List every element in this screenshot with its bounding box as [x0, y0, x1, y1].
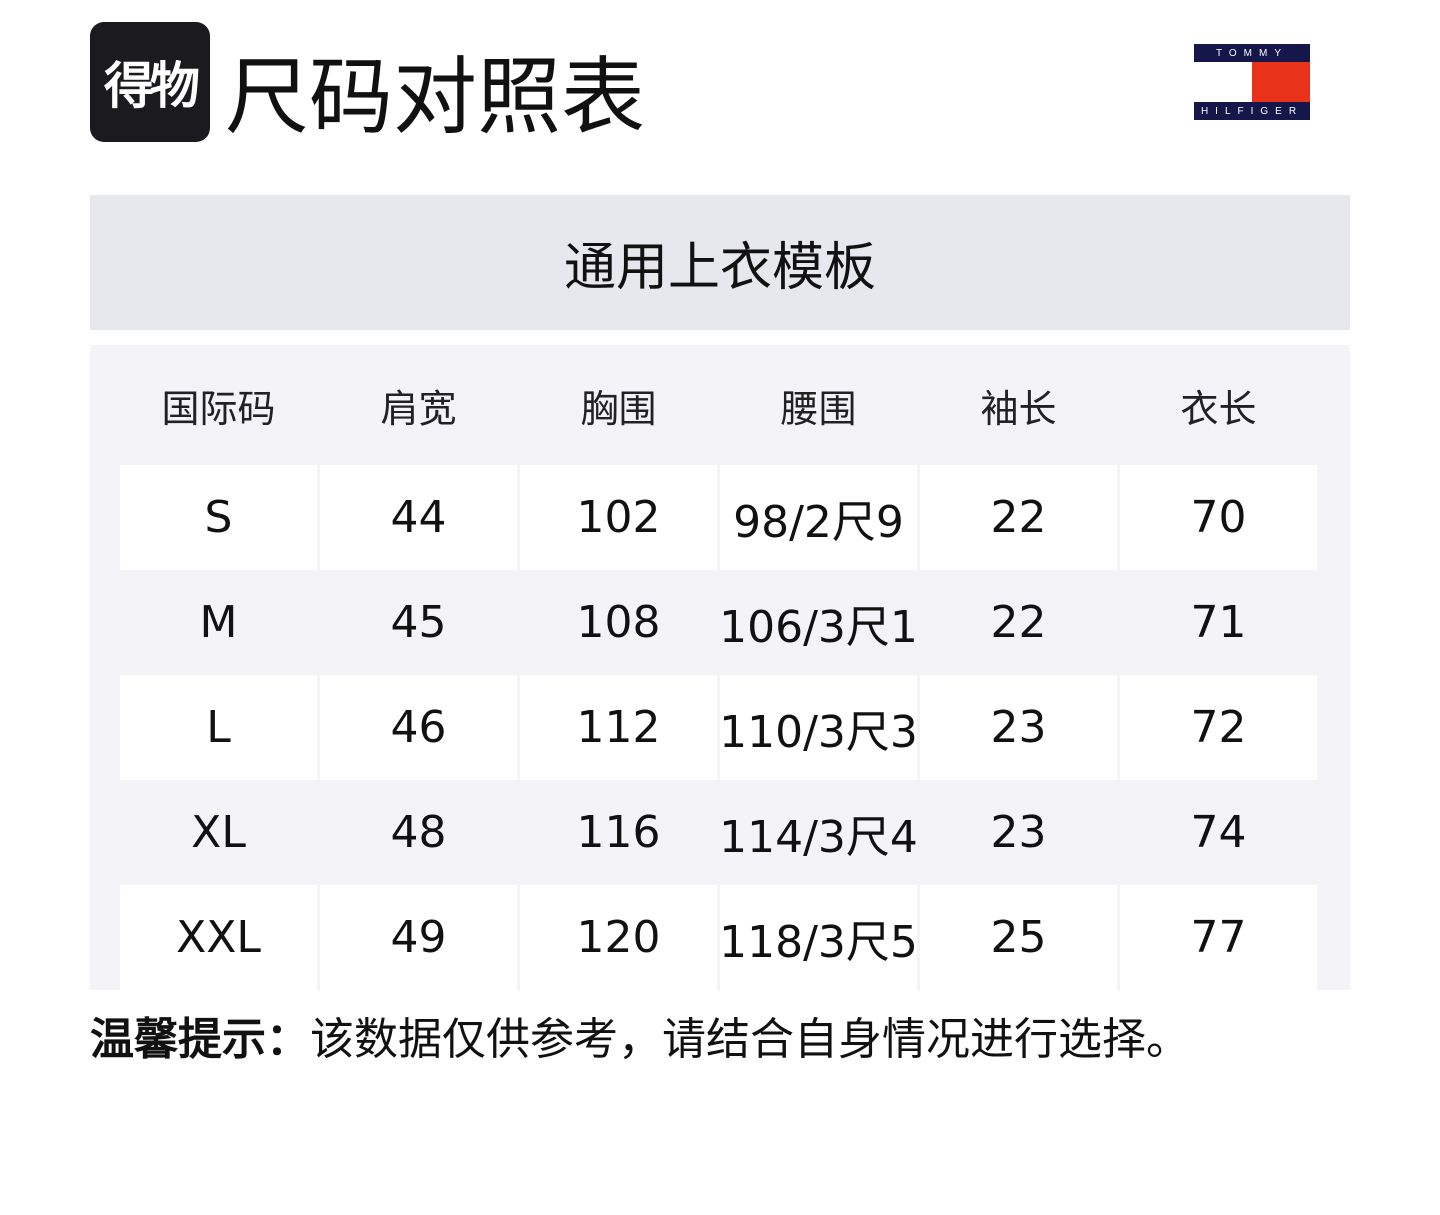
column-header: 腰围 [780, 386, 857, 431]
brand-bottom-text: HILFIGER [1194, 102, 1310, 120]
table-cell: 70 [1120, 465, 1317, 570]
table-row: S 44 102 98/2尺9 22 70 [120, 465, 1317, 570]
table-cell: 22 [920, 465, 1117, 570]
table-cell: S [120, 465, 317, 570]
template-title: 通用上衣模板 [563, 238, 876, 298]
table-cell: M [199, 597, 238, 648]
table-cell: 106/3尺1 [719, 601, 918, 653]
page-title: 尺码对照表 [225, 48, 646, 146]
size-table: 国际码 肩宽 胸围 腰围 袖长 衣长 S 44 102 98/2尺9 22 70 M 45 108 106/… [90, 345, 1350, 990]
table-cell: L [120, 675, 317, 780]
template-banner: 通用上衣模板 [90, 195, 1350, 330]
table-cell: 98/2尺9 [720, 465, 917, 570]
table-cell: 110/3尺3 [719, 675, 918, 780]
table-cell: 116 [576, 807, 661, 858]
table-cell: 72 [1120, 675, 1317, 780]
table-cell: 108 [576, 597, 661, 648]
table-cell: 48 [390, 807, 447, 858]
table-cell: 25 [920, 885, 1117, 990]
table-cell: 44 [320, 465, 517, 570]
footer-note: 温馨提示：该数据仅供参考，请结合自身情况进行选择。 [90, 1010, 1190, 1070]
column-header: 胸围 [580, 386, 657, 431]
table-cell: 71 [1190, 597, 1247, 648]
table-cell: 120 [520, 885, 717, 990]
table-cell: XXL [120, 885, 317, 990]
table-row: M 45 108 106/3尺1 22 71 [120, 570, 1317, 675]
footer-label: 温馨提示： [90, 1014, 310, 1065]
tommy-hilfiger-logo: TOMMY HILFIGER [1194, 44, 1310, 120]
table-cell: 77 [1120, 885, 1317, 990]
flag-white [1194, 62, 1252, 102]
table-cell: 102 [520, 465, 717, 570]
table-cell: 46 [320, 675, 517, 780]
dewu-logo: 得物 [90, 22, 210, 142]
table-cell: 74 [1190, 807, 1247, 858]
table-cell: 23 [990, 807, 1047, 858]
flag-red [1252, 62, 1310, 102]
table-row: XXL 49 120 118/3尺5 25 77 [120, 885, 1317, 990]
table-header: 国际码 肩宽 胸围 腰围 袖长 衣长 [120, 345, 1317, 450]
table-cell: 22 [990, 597, 1047, 648]
column-header: 肩宽 [380, 386, 457, 431]
table-row: L 46 112 110/3尺3 23 72 [120, 675, 1317, 780]
table-cell: 112 [520, 675, 717, 780]
brand-top-text: TOMMY [1194, 44, 1310, 62]
footer-text: 该数据仅供参考，请结合自身情况进行选择。 [310, 1014, 1190, 1065]
column-header: 衣长 [1180, 386, 1257, 431]
table-cell: 49 [320, 885, 517, 990]
table-cell: XL [191, 807, 246, 858]
table-cell: 118/3尺5 [719, 885, 918, 990]
table-cell: 114/3尺4 [719, 811, 918, 863]
table-cell: 45 [390, 597, 447, 648]
table-row: XL 48 116 114/3尺4 23 74 [120, 780, 1317, 885]
column-header: 袖长 [980, 386, 1057, 431]
column-header: 国际码 [161, 386, 276, 431]
table-cell: 23 [920, 675, 1117, 780]
